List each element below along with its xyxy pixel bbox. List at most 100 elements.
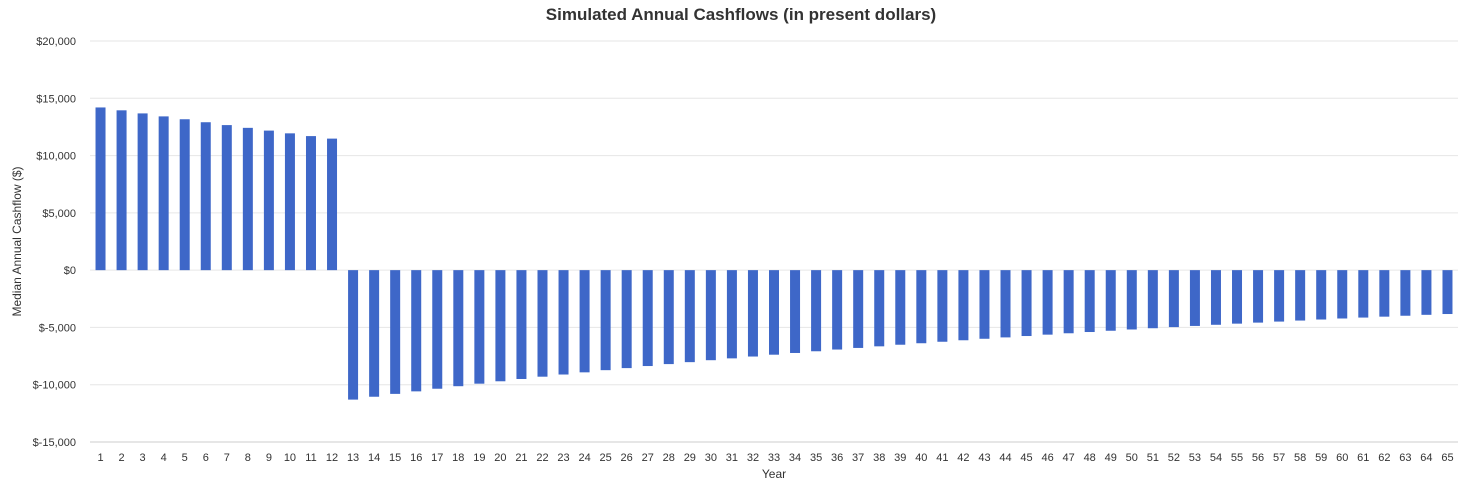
bar[interactable] [369,270,380,397]
bar[interactable] [916,270,927,344]
gridlines [90,40,1458,443]
x-tick-label: 20 [494,452,506,464]
x-tick-label: 23 [557,452,569,464]
x-tick-label: 28 [663,452,675,464]
bar[interactable] [348,270,359,400]
bar[interactable] [1189,270,1200,326]
bar[interactable] [1168,270,1179,328]
bar[interactable] [979,270,990,339]
x-tick-label: 45 [1020,452,1032,464]
x-tick-label: 37 [852,452,864,464]
x-tick-label: 24 [578,452,590,464]
bar[interactable] [684,270,695,363]
bar[interactable] [600,270,611,371]
bar[interactable] [579,270,590,373]
bar[interactable] [1253,270,1264,323]
x-tick-label: 29 [684,452,696,464]
x-tick-label: 38 [873,452,885,464]
bar[interactable] [1063,270,1074,334]
bar[interactable] [621,270,632,369]
bar[interactable] [95,107,106,271]
bar[interactable] [874,270,885,347]
x-tick-label: 54 [1210,452,1222,464]
x-tick-label: 27 [642,452,654,464]
bar[interactable] [895,270,906,345]
bar[interactable] [432,270,443,389]
bar[interactable] [663,270,674,365]
x-tick-label: 63 [1399,452,1411,464]
bar[interactable] [1337,270,1348,319]
x-tick-label: 40 [915,452,927,464]
bar[interactable] [1232,270,1243,324]
bar[interactable] [1084,270,1095,333]
bar[interactable] [242,127,253,271]
bar[interactable] [769,270,779,355]
x-tick-label: 26 [621,452,633,464]
y-axis-ticks: $20,000 $15,000 $10,000 $5,000 $0 $-5,000 $-10… [33,36,76,449]
bar[interactable] [411,270,422,392]
bar[interactable] [747,270,758,357]
bar[interactable] [453,270,464,387]
bar[interactable] [1358,270,1369,318]
bar[interactable] [642,270,653,367]
y-tick-label: $-10,000 [33,380,76,392]
x-tick-label: 6 [203,452,209,464]
bar[interactable] [1400,270,1411,316]
bar[interactable] [1421,270,1432,315]
x-tick-label: 9 [266,452,272,464]
bar[interactable] [221,125,232,271]
bar[interactable] [726,270,737,359]
x-tick-label: 22 [536,452,548,464]
bar[interactable] [263,130,274,271]
bar[interactable] [1000,270,1011,338]
bar[interactable] [811,270,822,352]
x-tick-label: 34 [789,452,801,464]
bar[interactable] [305,136,316,271]
bar[interactable] [937,270,948,342]
bar[interactable] [200,122,211,271]
bar[interactable] [832,270,843,350]
x-tick-label: 55 [1231,452,1243,464]
x-tick-label: 14 [368,452,380,464]
bar[interactable] [1379,270,1390,317]
bar[interactable] [705,270,716,361]
x-tick-label: 5 [182,452,188,464]
bar[interactable] [1274,270,1285,322]
bar[interactable] [790,270,801,353]
y-tick-label: $0 [64,265,76,277]
bar[interactable] [116,110,127,271]
x-tick-label: 39 [894,452,906,464]
x-tick-label: 32 [747,452,759,464]
bar[interactable] [1126,270,1137,330]
bar[interactable] [495,270,506,382]
y-tick-label: $10,000 [36,151,76,163]
bar[interactable] [1295,270,1306,321]
x-tick-label: 49 [1105,452,1117,464]
bar[interactable] [1147,270,1158,329]
bar[interactable] [516,270,527,379]
bar[interactable] [390,270,401,394]
bar[interactable] [537,270,548,377]
y-axis-label: Median Annual Cashflow ($) [10,166,24,316]
bar[interactable] [558,270,569,375]
bar[interactable] [1442,270,1453,315]
bar[interactable] [327,138,338,271]
bar[interactable] [1042,270,1053,335]
bar[interactable] [958,270,969,341]
bar[interactable] [1021,270,1032,337]
x-tick-label: 59 [1315,452,1327,464]
x-tick-label: 62 [1378,452,1390,464]
bar[interactable] [853,270,864,348]
bar[interactable] [137,113,148,271]
bar[interactable] [1105,270,1116,331]
bar[interactable] [1210,270,1221,325]
bar[interactable] [158,116,169,271]
bar[interactable] [284,133,295,271]
bar[interactable] [474,270,485,384]
x-tick-label: 61 [1357,452,1369,464]
x-tick-label: 15 [389,452,401,464]
bar[interactable] [1316,270,1327,320]
bar[interactable] [179,119,190,271]
